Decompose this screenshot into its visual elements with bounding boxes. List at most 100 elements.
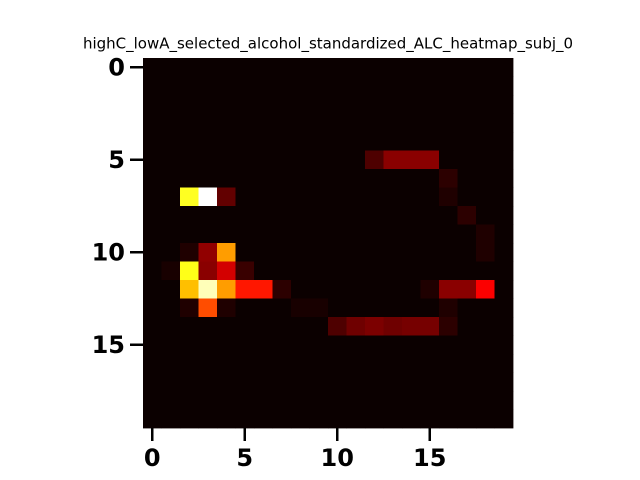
heatmap-cell	[383, 243, 403, 262]
heatmap-cell	[161, 150, 181, 170]
heatmap-cell	[161, 243, 181, 262]
heatmap-cell	[402, 354, 421, 373]
heatmap-cell	[365, 391, 384, 410]
heatmap-cell	[494, 76, 514, 96]
heatmap-cell	[365, 298, 384, 318]
heatmap-cell	[328, 132, 347, 151]
heatmap-cell	[309, 224, 329, 244]
heatmap-cell	[494, 58, 514, 77]
heatmap-cell	[143, 335, 162, 355]
heatmap-cell	[420, 132, 440, 151]
heatmap-cell	[180, 150, 199, 170]
heatmap-cell	[235, 280, 255, 299]
heatmap-cell	[198, 76, 218, 96]
heatmap-cell	[309, 391, 329, 410]
heatmap-cell	[402, 409, 421, 429]
heatmap-cell	[198, 150, 218, 170]
heatmap-cell	[402, 372, 421, 392]
heatmap-cell	[180, 243, 199, 262]
heatmap-cell	[346, 409, 366, 429]
heatmap-cell	[272, 354, 292, 373]
heatmap-cell	[254, 132, 273, 151]
heatmap-cell	[217, 409, 236, 429]
heatmap-cell	[309, 150, 329, 170]
heatmap-cell	[476, 280, 495, 299]
heatmap-cell	[309, 58, 329, 77]
heatmap-cell	[180, 391, 199, 410]
heatmap-cell	[420, 169, 440, 188]
heatmap-cell	[217, 169, 236, 188]
heatmap-cell	[402, 224, 421, 244]
heatmap-cell	[143, 206, 162, 225]
heatmap-cell	[180, 298, 199, 318]
heatmap-cell	[328, 372, 347, 392]
heatmap-cell	[365, 317, 384, 336]
heatmap-cell	[198, 169, 218, 188]
heatmap-cell	[161, 335, 181, 355]
heatmap-cell	[457, 335, 477, 355]
heatmap-cell	[402, 391, 421, 410]
heatmap-cell	[457, 391, 477, 410]
heatmap-cell	[494, 354, 514, 373]
heatmap-cell	[309, 354, 329, 373]
heatmap-cell	[198, 261, 218, 281]
heatmap-cell	[365, 261, 384, 281]
heatmap-cell	[272, 409, 292, 429]
heatmap-cell	[420, 187, 440, 207]
heatmap-cell	[235, 354, 255, 373]
heatmap-cell	[439, 391, 458, 410]
heatmap-cell	[346, 391, 366, 410]
heatmap-cell	[272, 95, 292, 114]
heatmap-cell	[328, 280, 347, 299]
heatmap-cell	[383, 187, 403, 207]
heatmap-cell	[291, 150, 310, 170]
heatmap-cell	[328, 317, 347, 336]
heatmap-cell	[272, 169, 292, 188]
heatmap-cell	[476, 169, 495, 188]
heatmap-cell	[494, 150, 514, 170]
heatmap-cell	[439, 243, 458, 262]
heatmap-cell	[309, 169, 329, 188]
heatmap-cell	[309, 243, 329, 262]
heatmap-cell	[328, 354, 347, 373]
heatmap-cell	[420, 317, 440, 336]
heatmap-cell	[439, 409, 458, 429]
heatmap-cell	[346, 224, 366, 244]
heatmap-cell	[161, 169, 181, 188]
heatmap-cell	[198, 317, 218, 336]
heatmap-cell	[383, 58, 403, 77]
heatmap-cell	[365, 206, 384, 225]
heatmap-cell	[217, 187, 236, 207]
heatmap-cell	[402, 76, 421, 96]
heatmap-cell	[494, 372, 514, 392]
heatmap-cell	[365, 113, 384, 133]
heatmap-cell	[420, 76, 440, 96]
heatmap-cell	[254, 317, 273, 336]
heatmap-cell	[143, 58, 162, 77]
heatmap-cell	[235, 224, 255, 244]
heatmap-cell	[457, 298, 477, 318]
heatmap-cell	[143, 224, 162, 244]
heatmap-cell	[328, 113, 347, 133]
heatmap-cell	[328, 58, 347, 77]
heatmap-cell	[476, 372, 495, 392]
heatmap-cell	[254, 243, 273, 262]
heatmap-cell	[217, 95, 236, 114]
heatmap-cell	[439, 187, 458, 207]
heatmap-cell	[383, 261, 403, 281]
heatmap-cell	[439, 298, 458, 318]
heatmap-cell	[402, 280, 421, 299]
heatmap-cell	[439, 132, 458, 151]
heatmap-cell	[161, 132, 181, 151]
heatmap-cell	[476, 95, 495, 114]
heatmap-cell	[198, 95, 218, 114]
heatmap-cell	[180, 95, 199, 114]
heatmap-cell	[143, 132, 162, 151]
heatmap-cell	[180, 280, 199, 299]
heatmap-cell	[457, 224, 477, 244]
heatmap-cell	[476, 132, 495, 151]
heatmap-cell	[272, 187, 292, 207]
heatmap-cell	[180, 132, 199, 151]
heatmap-cell	[457, 76, 477, 96]
